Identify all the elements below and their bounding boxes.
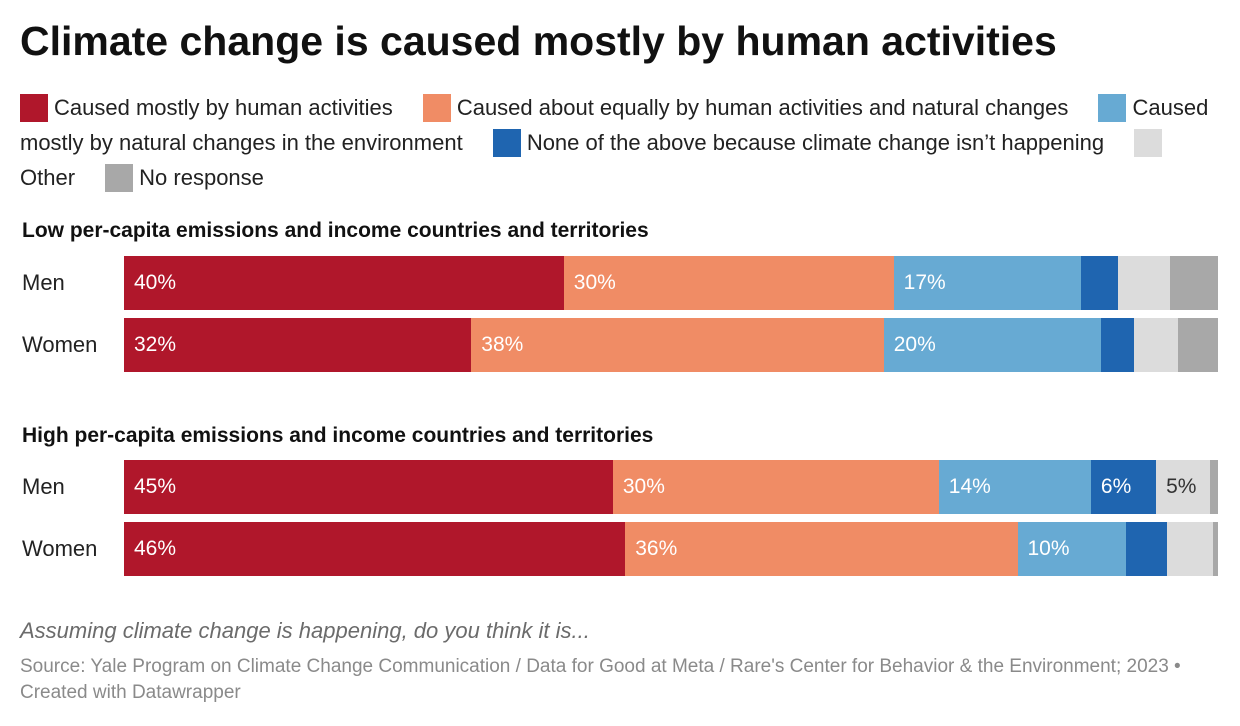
row-label-high-women: Women	[22, 536, 98, 561]
bar-segment-value-label: 45%	[134, 475, 177, 498]
bar-segment-human	[124, 522, 626, 576]
legend-label: Caused mostly by natural changes in the …	[20, 95, 1209, 155]
bar-segment-other	[1156, 460, 1211, 514]
bar-segment-human	[124, 318, 472, 372]
legend-swatch	[20, 94, 48, 122]
legend-label: Caused about equally by human activities…	[456, 95, 1069, 120]
bar-segment-natural	[893, 256, 1081, 310]
bar-segment-noresponse	[1169, 256, 1218, 310]
bar-segment-noresponse	[1210, 460, 1218, 514]
bar-segment-value-label: 20%	[893, 333, 936, 356]
bar-segment-none	[1090, 460, 1157, 514]
bar-low-men: 40% 30% 17%	[124, 256, 1218, 310]
bar-segment-value-label: 32%	[134, 333, 177, 356]
bar-segment-value-label: 36%	[635, 537, 678, 560]
legend-item: Caused mostly by human activities	[20, 94, 393, 122]
row-label-high-men: Men	[22, 474, 65, 499]
bar-segment-equal	[612, 460, 939, 514]
bar-segment-none	[1080, 256, 1118, 310]
bar-segment-other	[1117, 256, 1170, 310]
legend: Caused mostly by human activities Caused…	[20, 90, 1220, 195]
bar-segment-human	[124, 256, 564, 310]
bar-segment-value-label: 46%	[134, 537, 177, 560]
bar-segment-natural	[938, 460, 1091, 514]
chart-title: Climate change is caused mostly by human…	[20, 18, 1057, 64]
legend-label: Other	[20, 165, 76, 190]
legend-label: No response	[139, 165, 264, 190]
bar-segment-natural	[883, 318, 1101, 372]
bar-segment-value-label: 30%	[573, 271, 616, 294]
bar-segment-value-label: 6%	[1100, 475, 1132, 498]
legend-swatch	[105, 164, 134, 192]
legend-item: Other	[20, 129, 1168, 190]
bar-segment-value-label: 5%	[1166, 475, 1197, 498]
source-note: Source: Yale Program on Climate Change C…	[20, 656, 1181, 703]
bar-segment-value-label: 10%	[1027, 537, 1070, 560]
bar-segment-none	[1126, 522, 1167, 576]
row-label-low-women: Women	[22, 332, 98, 357]
bar-segment-equal	[625, 522, 1018, 576]
legend-swatch	[1134, 129, 1163, 157]
survey-question: Assuming climate change is happening, do…	[20, 618, 590, 643]
legend-item: Caused about equally by human activities…	[422, 94, 1069, 122]
bar-segment-equal	[563, 256, 894, 310]
bar-segment-other	[1166, 522, 1213, 576]
bar-segment-equal	[471, 318, 884, 372]
bar-segment-value-label: 30%	[622, 475, 665, 498]
legend-item: No response	[105, 164, 264, 192]
group-title-high-emissions: High per-capita emissions and income cou…	[22, 424, 654, 447]
bar-segment-noresponse	[1212, 522, 1218, 576]
legend-swatch	[422, 94, 451, 122]
bar-segment-value-label: 17%	[903, 271, 946, 294]
legend-swatch	[1098, 94, 1127, 122]
legend-label: Caused mostly by human activities	[54, 95, 393, 120]
legend-item: Caused mostly by natural changes in the …	[20, 94, 1209, 155]
legend-item: None of the above because climate change…	[492, 129, 1105, 157]
bar-segment-natural	[1017, 522, 1127, 576]
bar-segment-noresponse	[1177, 318, 1218, 372]
bar-segment-value-label: 38%	[481, 333, 524, 356]
legend-swatch	[492, 129, 521, 157]
bar-segment-none	[1100, 318, 1135, 372]
legend-label: None of the above because climate change…	[526, 130, 1105, 155]
bar-segment-value-label: 14%	[948, 475, 991, 498]
bar-high-men: 45% 30% 14% 6% 5%	[124, 460, 1218, 514]
bar-segment-value-label: 40%	[134, 271, 177, 294]
bar-segment-human	[124, 460, 613, 514]
bar-high-women: 46% 36% 10%	[124, 522, 1218, 576]
group-title-low-emissions: Low per-capita emissions and income coun…	[22, 219, 649, 242]
bar-segment-other	[1134, 318, 1178, 372]
bar-low-women: 32% 38% 20%	[124, 318, 1218, 372]
row-label-low-men: Men	[22, 270, 65, 295]
